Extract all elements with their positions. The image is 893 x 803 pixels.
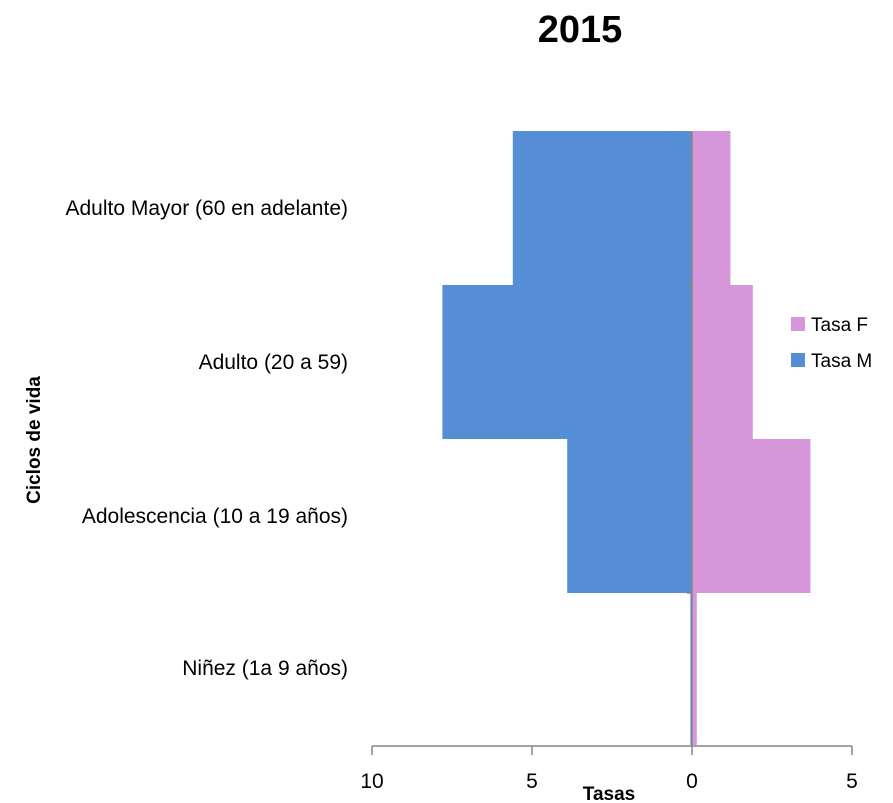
value-tick-label-3: 5 [846,770,858,793]
category-label-2: Adulto (20 a 59) [199,351,348,374]
legend-label-1: Tasa M [811,351,872,372]
bar-tasa-f-1 [692,439,811,593]
category-label-1: Adolescencia (10 a 19 años) [82,505,348,528]
bar-tasa-f-0 [692,591,697,745]
legend: Tasa F Tasa M [791,315,872,372]
x-axis-title: Tasas [583,784,635,803]
bar-tasa-m-2 [442,285,692,439]
y-axis-title: Ciclos de vida [24,376,45,504]
category-label-3: Adulto Mayor (60 en adelante) [65,197,348,220]
legend-label-0: Tasa F [811,315,868,336]
value-tick-label-1: 5 [526,770,538,793]
bar-tasa-m-0 [690,591,692,745]
value-tick-label-0: 10 [360,770,383,793]
chart-title: 2015 [538,9,623,51]
bar-tasa-f-2 [692,285,753,439]
labels-layer: Niñez (1a 9 años) Adolescencia (10 a 19 a… [65,197,857,793]
bars-layer [442,131,811,745]
value-tick-label-2: 0 [686,770,698,793]
category-label-0: Niñez (1a 9 años) [182,657,348,680]
bar-tasa-f-3 [692,131,731,285]
legend-swatch-1 [791,353,805,367]
bar-tasa-m-3 [512,131,692,285]
bar-tasa-m-1 [567,439,692,593]
axis-layer [371,131,853,755]
legend-swatch-0 [791,317,805,331]
